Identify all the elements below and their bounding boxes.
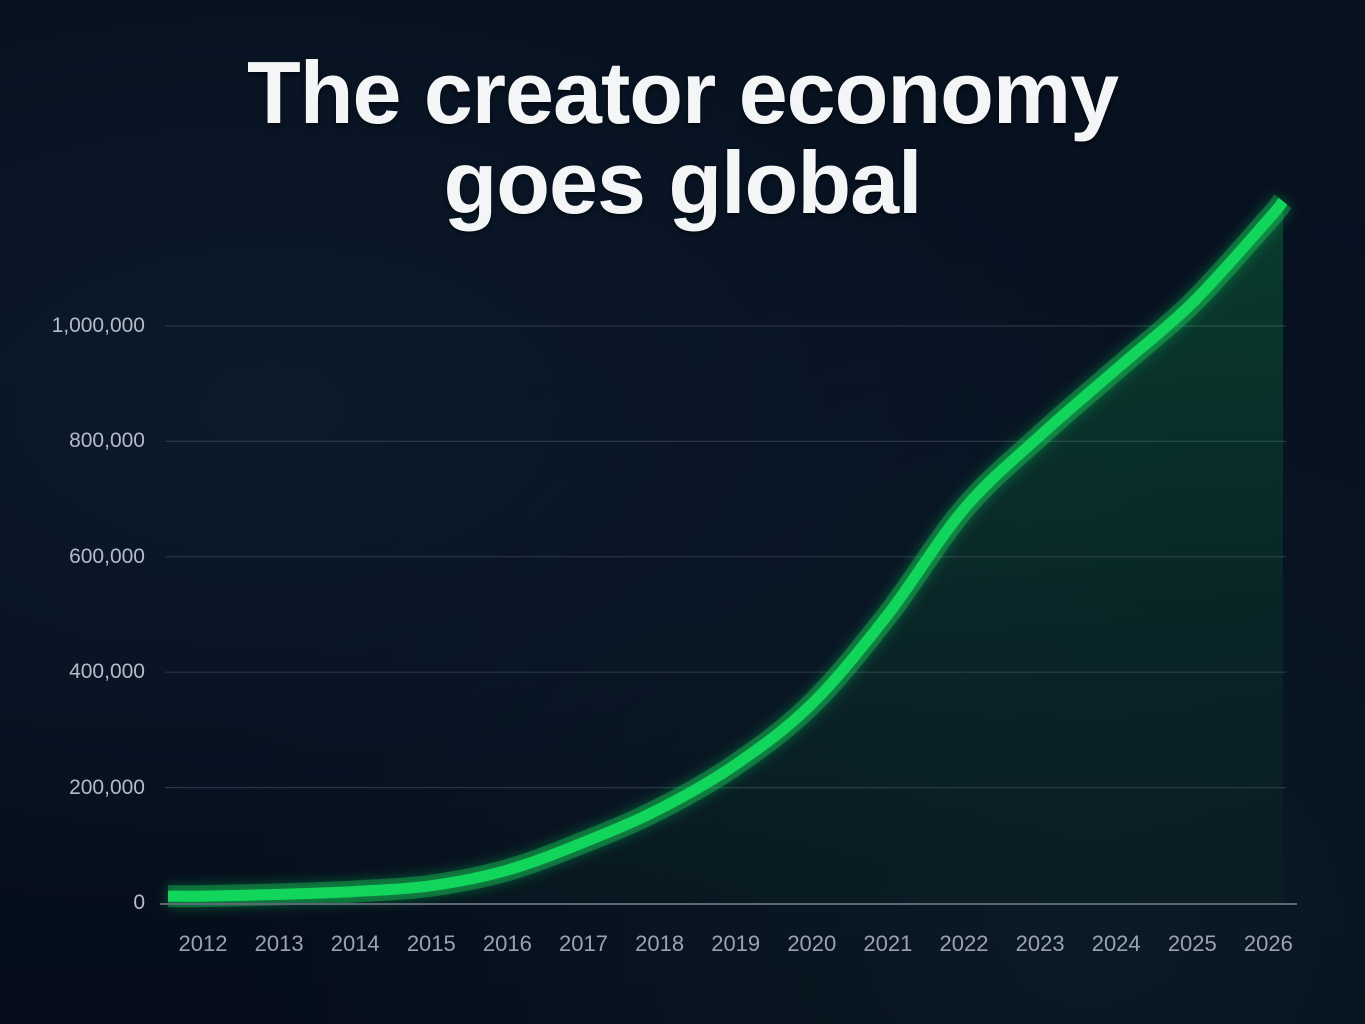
chart-title-line-2: goes global [443,133,923,232]
x-tick-label: 2020 [787,931,837,956]
x-tick-label: 2013 [254,931,304,956]
x-tick-label: 2025 [1167,931,1217,956]
x-tick-label: 2014 [330,931,380,956]
x-tick-label: 2024 [1091,931,1141,956]
x-tick-label: 2015 [406,931,456,956]
x-tick-label: 2021 [863,931,913,956]
x-tick-label: 2026 [1243,931,1293,956]
y-tick-label: 400,000 [69,660,145,684]
area-fill [168,201,1283,903]
x-tick-label: 2016 [482,931,532,956]
x-tick-label: 2023 [1015,931,1065,956]
y-tick-label: 800,000 [69,429,145,453]
x-tick-label: 2017 [559,931,608,956]
y-tick-label: 0 [133,891,145,914]
x-tick-label: 2012 [178,931,228,956]
chart-title-line-1: The creator economy [246,43,1119,142]
series-line [167,197,1288,902]
chart-title: The creator economy goes global [0,48,1365,228]
y-tick-label: 600,000 [69,544,145,568]
y-tick-label: 200,000 [69,775,145,799]
x-tick-label: 2019 [711,931,761,956]
y-tick-label: 1,000,000 [51,314,145,337]
x-tick-label: 2022 [939,931,989,956]
x-tick-label: 2018 [635,931,685,956]
